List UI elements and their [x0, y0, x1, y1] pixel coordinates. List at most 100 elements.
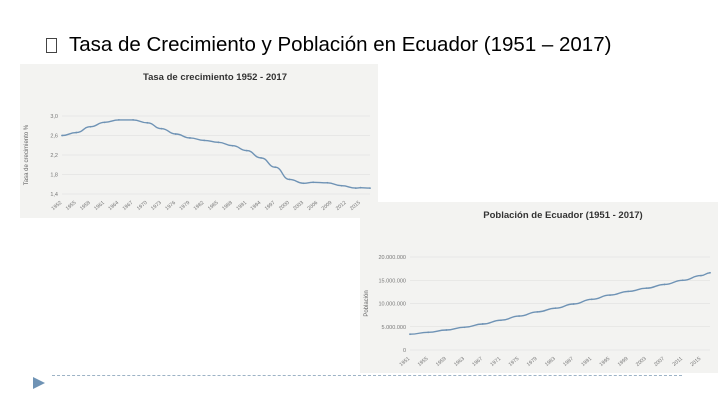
data-point [354, 187, 357, 190]
y-tick-label: 20.000.000 [378, 255, 406, 261]
x-tick-label: 1988 [221, 200, 234, 212]
x-tick-label: 1964 [107, 200, 120, 212]
data-point [681, 279, 684, 282]
y-tick-label: 1,8 [50, 173, 58, 179]
data-point [75, 131, 78, 134]
y-tick-label: 3,0 [50, 114, 58, 120]
y-tick-label: 2,6 [50, 134, 58, 140]
data-point [572, 303, 575, 305]
data-point [369, 187, 371, 190]
footer-arrow-icon [33, 377, 45, 389]
data-point [663, 283, 666, 286]
y-tick-label: 5.000.000 [382, 325, 406, 331]
data-point [231, 144, 234, 147]
data-point [160, 127, 163, 130]
data-point [174, 133, 177, 135]
x-tick-label: 1961 [93, 200, 106, 212]
x-tick-label: 1982 [193, 200, 206, 212]
growth-rate-chart: Tasa de crecimiento 1952 - 2017 Tasa de c… [20, 64, 378, 218]
x-tick-label: 1970 [136, 200, 149, 212]
x-tick-label: 1999 [617, 356, 630, 368]
x-tick-label: 2009 [321, 200, 334, 212]
y-axis-label: Tasa de crecimiento % [24, 124, 30, 185]
y-tick-label: 10.000.000 [378, 302, 406, 308]
y-tick-label: 2,2 [50, 153, 58, 159]
x-tick-label: 2006 [306, 200, 319, 212]
data-point [590, 298, 593, 301]
x-tick-label: 2007 [653, 356, 666, 368]
footer-divider [52, 375, 682, 376]
data-point [645, 287, 648, 290]
data-point [518, 315, 520, 317]
series-line [61, 119, 371, 189]
data-point [500, 319, 502, 322]
y-tick-label: 0 [403, 348, 406, 354]
x-tick-label: 1985 [207, 200, 220, 212]
population-chart: Población de Ecuador (1951 - 2017) Poblac… [360, 202, 718, 373]
slide-title-text: Tasa de Crecimiento y Población en Ecuad… [69, 33, 612, 56]
data-point [326, 181, 329, 184]
chart-title: Tasa de crecimiento 1952 - 2017 [143, 72, 287, 83]
x-tick-label: 1973 [150, 200, 163, 212]
x-tick-label: 1991 [235, 200, 248, 212]
data-point [359, 186, 362, 189]
data-point [409, 333, 411, 336]
data-point [132, 119, 134, 121]
data-point [463, 326, 466, 329]
x-tick-label: 1997 [264, 200, 277, 212]
x-tick-label: 1979 [179, 200, 192, 212]
growth-rate-chart-svg: Tasa de crecimiento 1952 - 2017 Tasa de c… [24, 72, 371, 212]
x-tick-label: 1963 [453, 356, 466, 368]
x-tick-label: 2003 [292, 200, 305, 212]
x-tick-label: 1994 [250, 200, 263, 212]
data-point [245, 149, 248, 152]
data-point [288, 178, 291, 181]
x-tick-label: 1952 [51, 200, 64, 212]
data-point [536, 310, 539, 313]
x-tick-label: 2011 [672, 356, 684, 368]
x-tick-label: 1987 [562, 356, 575, 368]
x-tick-label: 1971 [489, 356, 502, 368]
slide-title: Tasa de Crecimiento y Población en Ecuad… [46, 30, 716, 60]
x-tick-label: 1995 [599, 356, 612, 368]
x-tick-label: 2000 [278, 200, 291, 212]
data-point [427, 331, 430, 334]
data-point [609, 294, 611, 297]
x-tick-label: 1975 [508, 356, 521, 368]
chart-title: Población de Ecuador (1951 - 2017) [483, 210, 642, 221]
x-tick-label: 1955 [417, 356, 430, 368]
y-axis-label: Población [364, 290, 370, 316]
data-point [481, 323, 484, 325]
data-point [302, 182, 305, 185]
data-point [89, 125, 92, 128]
data-point [627, 290, 630, 293]
y-tick-label: 15.000.000 [378, 278, 406, 284]
data-point [203, 139, 206, 142]
x-tick-label: 2012 [335, 200, 348, 212]
y-tick-label: 1,4 [50, 192, 58, 198]
x-tick-label: 1959 [435, 356, 448, 368]
series-line [409, 272, 711, 335]
x-tick-label: 1958 [79, 200, 92, 212]
data-point [709, 271, 711, 274]
x-tick-label: 1955 [65, 200, 78, 212]
data-point [700, 274, 702, 277]
data-point [217, 141, 220, 144]
data-point [61, 134, 63, 137]
x-tick-label: 2003 [635, 356, 648, 368]
population-chart-svg: Población de Ecuador (1951 - 2017) Poblac… [364, 210, 711, 368]
data-point [312, 181, 315, 184]
x-tick-label: 1967 [122, 200, 135, 212]
data-point [274, 166, 277, 169]
data-point [103, 121, 106, 124]
x-tick-label: 1967 [471, 356, 484, 368]
x-tick-label: 1991 [580, 356, 593, 368]
data-point [554, 307, 557, 310]
data-point [260, 157, 262, 159]
x-tick-label: 1979 [526, 356, 539, 368]
square-bullet-icon [46, 37, 57, 53]
data-point [445, 329, 448, 331]
x-tick-label: 1951 [399, 356, 412, 368]
data-point [340, 184, 343, 187]
data-point [117, 119, 120, 121]
